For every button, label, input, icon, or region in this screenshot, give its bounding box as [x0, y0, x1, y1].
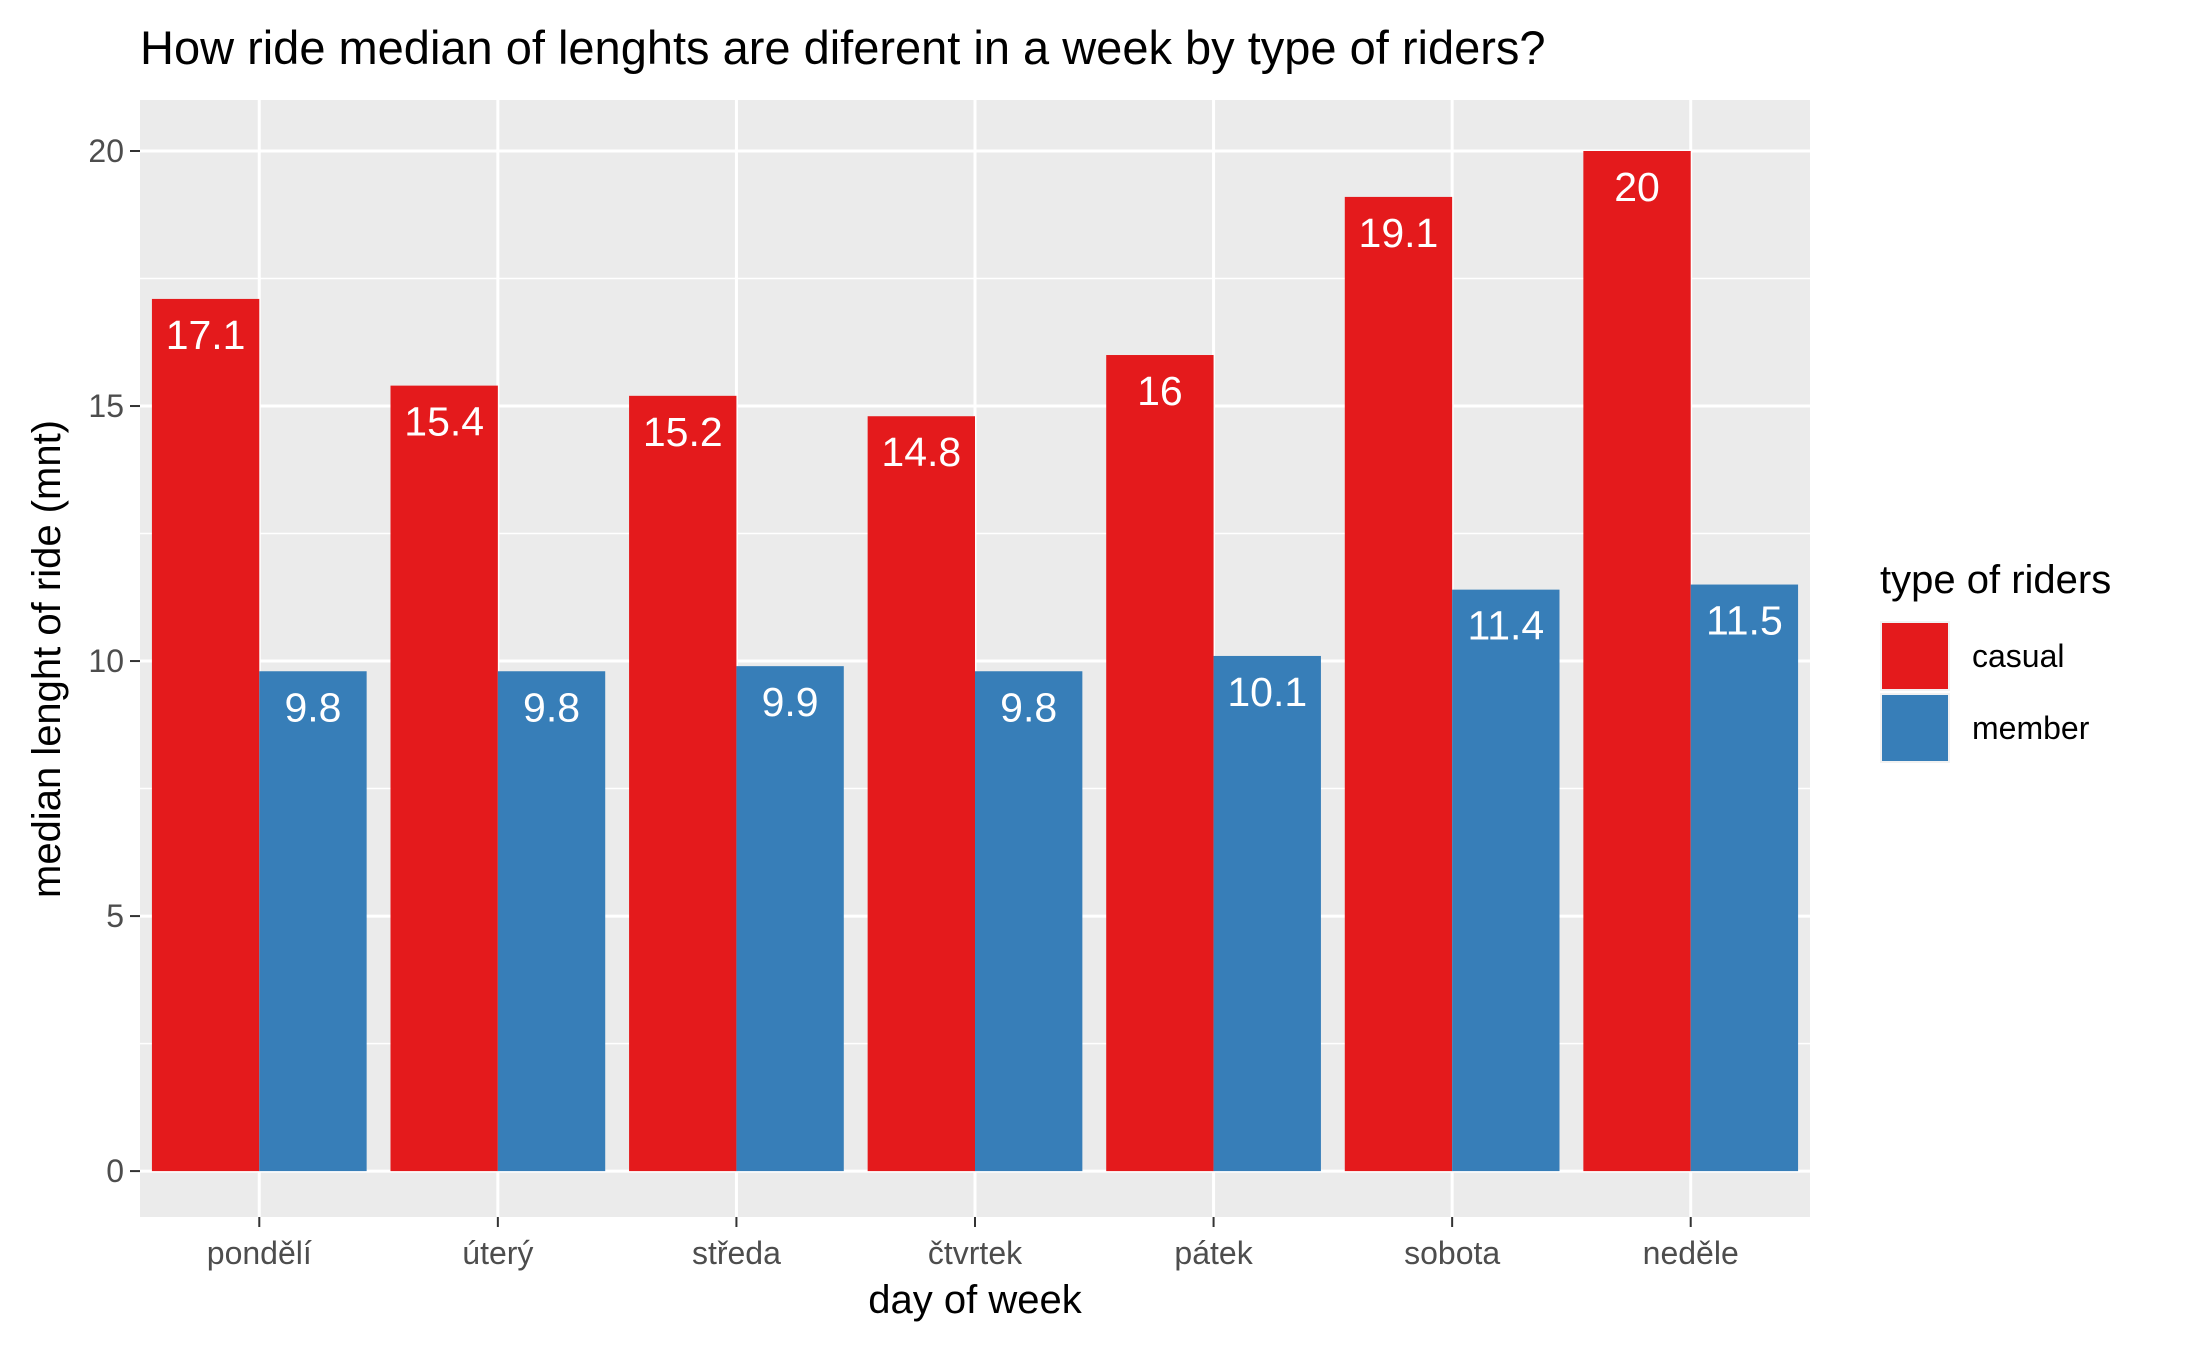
- bar-value-label: 9.9: [762, 679, 819, 725]
- bar-value-label: 20: [1614, 164, 1660, 210]
- bar-value-label: 15.2: [643, 409, 723, 455]
- bar-casual: [1344, 196, 1453, 1172]
- bar-value-label: 9.8: [523, 684, 580, 730]
- x-tick-label: čtvrtek: [928, 1235, 1023, 1271]
- bar-value-label: 16: [1137, 368, 1183, 414]
- bar-casual: [151, 298, 260, 1172]
- legend-swatch-casual: [1882, 623, 1948, 689]
- y-tick-label: 0: [106, 1153, 124, 1189]
- x-tick-label: pátek: [1174, 1235, 1253, 1271]
- bar-value-label: 10.1: [1227, 669, 1307, 715]
- bar-member: [1452, 589, 1560, 1172]
- y-axis-title: median lenght of ride (mnt): [25, 420, 69, 898]
- bar-member: [975, 671, 1083, 1172]
- x-tick-label: neděle: [1643, 1235, 1739, 1271]
- legend-label-member: member: [1972, 710, 2090, 746]
- bar-member: [497, 671, 606, 1172]
- bar-casual: [390, 385, 498, 1172]
- chart-title: How ride median of lenghts are diferent …: [140, 21, 1546, 74]
- legend-label-casual: casual: [1972, 638, 2065, 674]
- x-tick-label: sobota: [1404, 1235, 1500, 1271]
- bar-casual: [867, 416, 975, 1172]
- bar-value-label: 9.8: [1000, 684, 1057, 730]
- y-tick-label: 10: [88, 643, 124, 679]
- bar-member: [259, 671, 367, 1172]
- legend-title: type of riders: [1880, 558, 2111, 602]
- bar-member: [736, 666, 844, 1172]
- y-tick-label: 20: [88, 133, 124, 169]
- x-tick-label: pondělí: [207, 1235, 312, 1271]
- x-tick-label: úterý: [462, 1235, 533, 1271]
- legend: type of riders casual member: [1880, 558, 2111, 763]
- y-tick-label: 5: [106, 898, 124, 934]
- bars-group: 17.1 15.4 15.2 14.8 16 19.1 20 9.8 9.8 9.9 9.8 10.1…: [151, 151, 1799, 1172]
- bar-value-label: 14.8: [881, 429, 961, 475]
- bar-value-label: 11.5: [1706, 598, 1783, 644]
- bar-value-label: 9.8: [284, 684, 341, 730]
- bar-casual: [1106, 355, 1214, 1172]
- bar-member: [1213, 655, 1321, 1172]
- bar-value-label: 17.1: [166, 312, 246, 358]
- bar-member: [1690, 584, 1799, 1172]
- x-tick-label: středa: [692, 1235, 781, 1271]
- x-axis-title: day of week: [868, 1278, 1082, 1322]
- axis-ticks: 0 5 10 15 20 pondělí úterý středa čtvrtek pátek so…: [88, 133, 1738, 1271]
- bar-value-label: 11.4: [1467, 603, 1544, 649]
- bar-value-label: 19.1: [1359, 210, 1439, 256]
- bar-casual: [629, 395, 737, 1172]
- legend-swatch-member: [1882, 695, 1948, 761]
- bar-value-label: 15.4: [404, 399, 484, 445]
- y-tick-label: 15: [88, 388, 124, 424]
- bar-casual: [1583, 151, 1691, 1172]
